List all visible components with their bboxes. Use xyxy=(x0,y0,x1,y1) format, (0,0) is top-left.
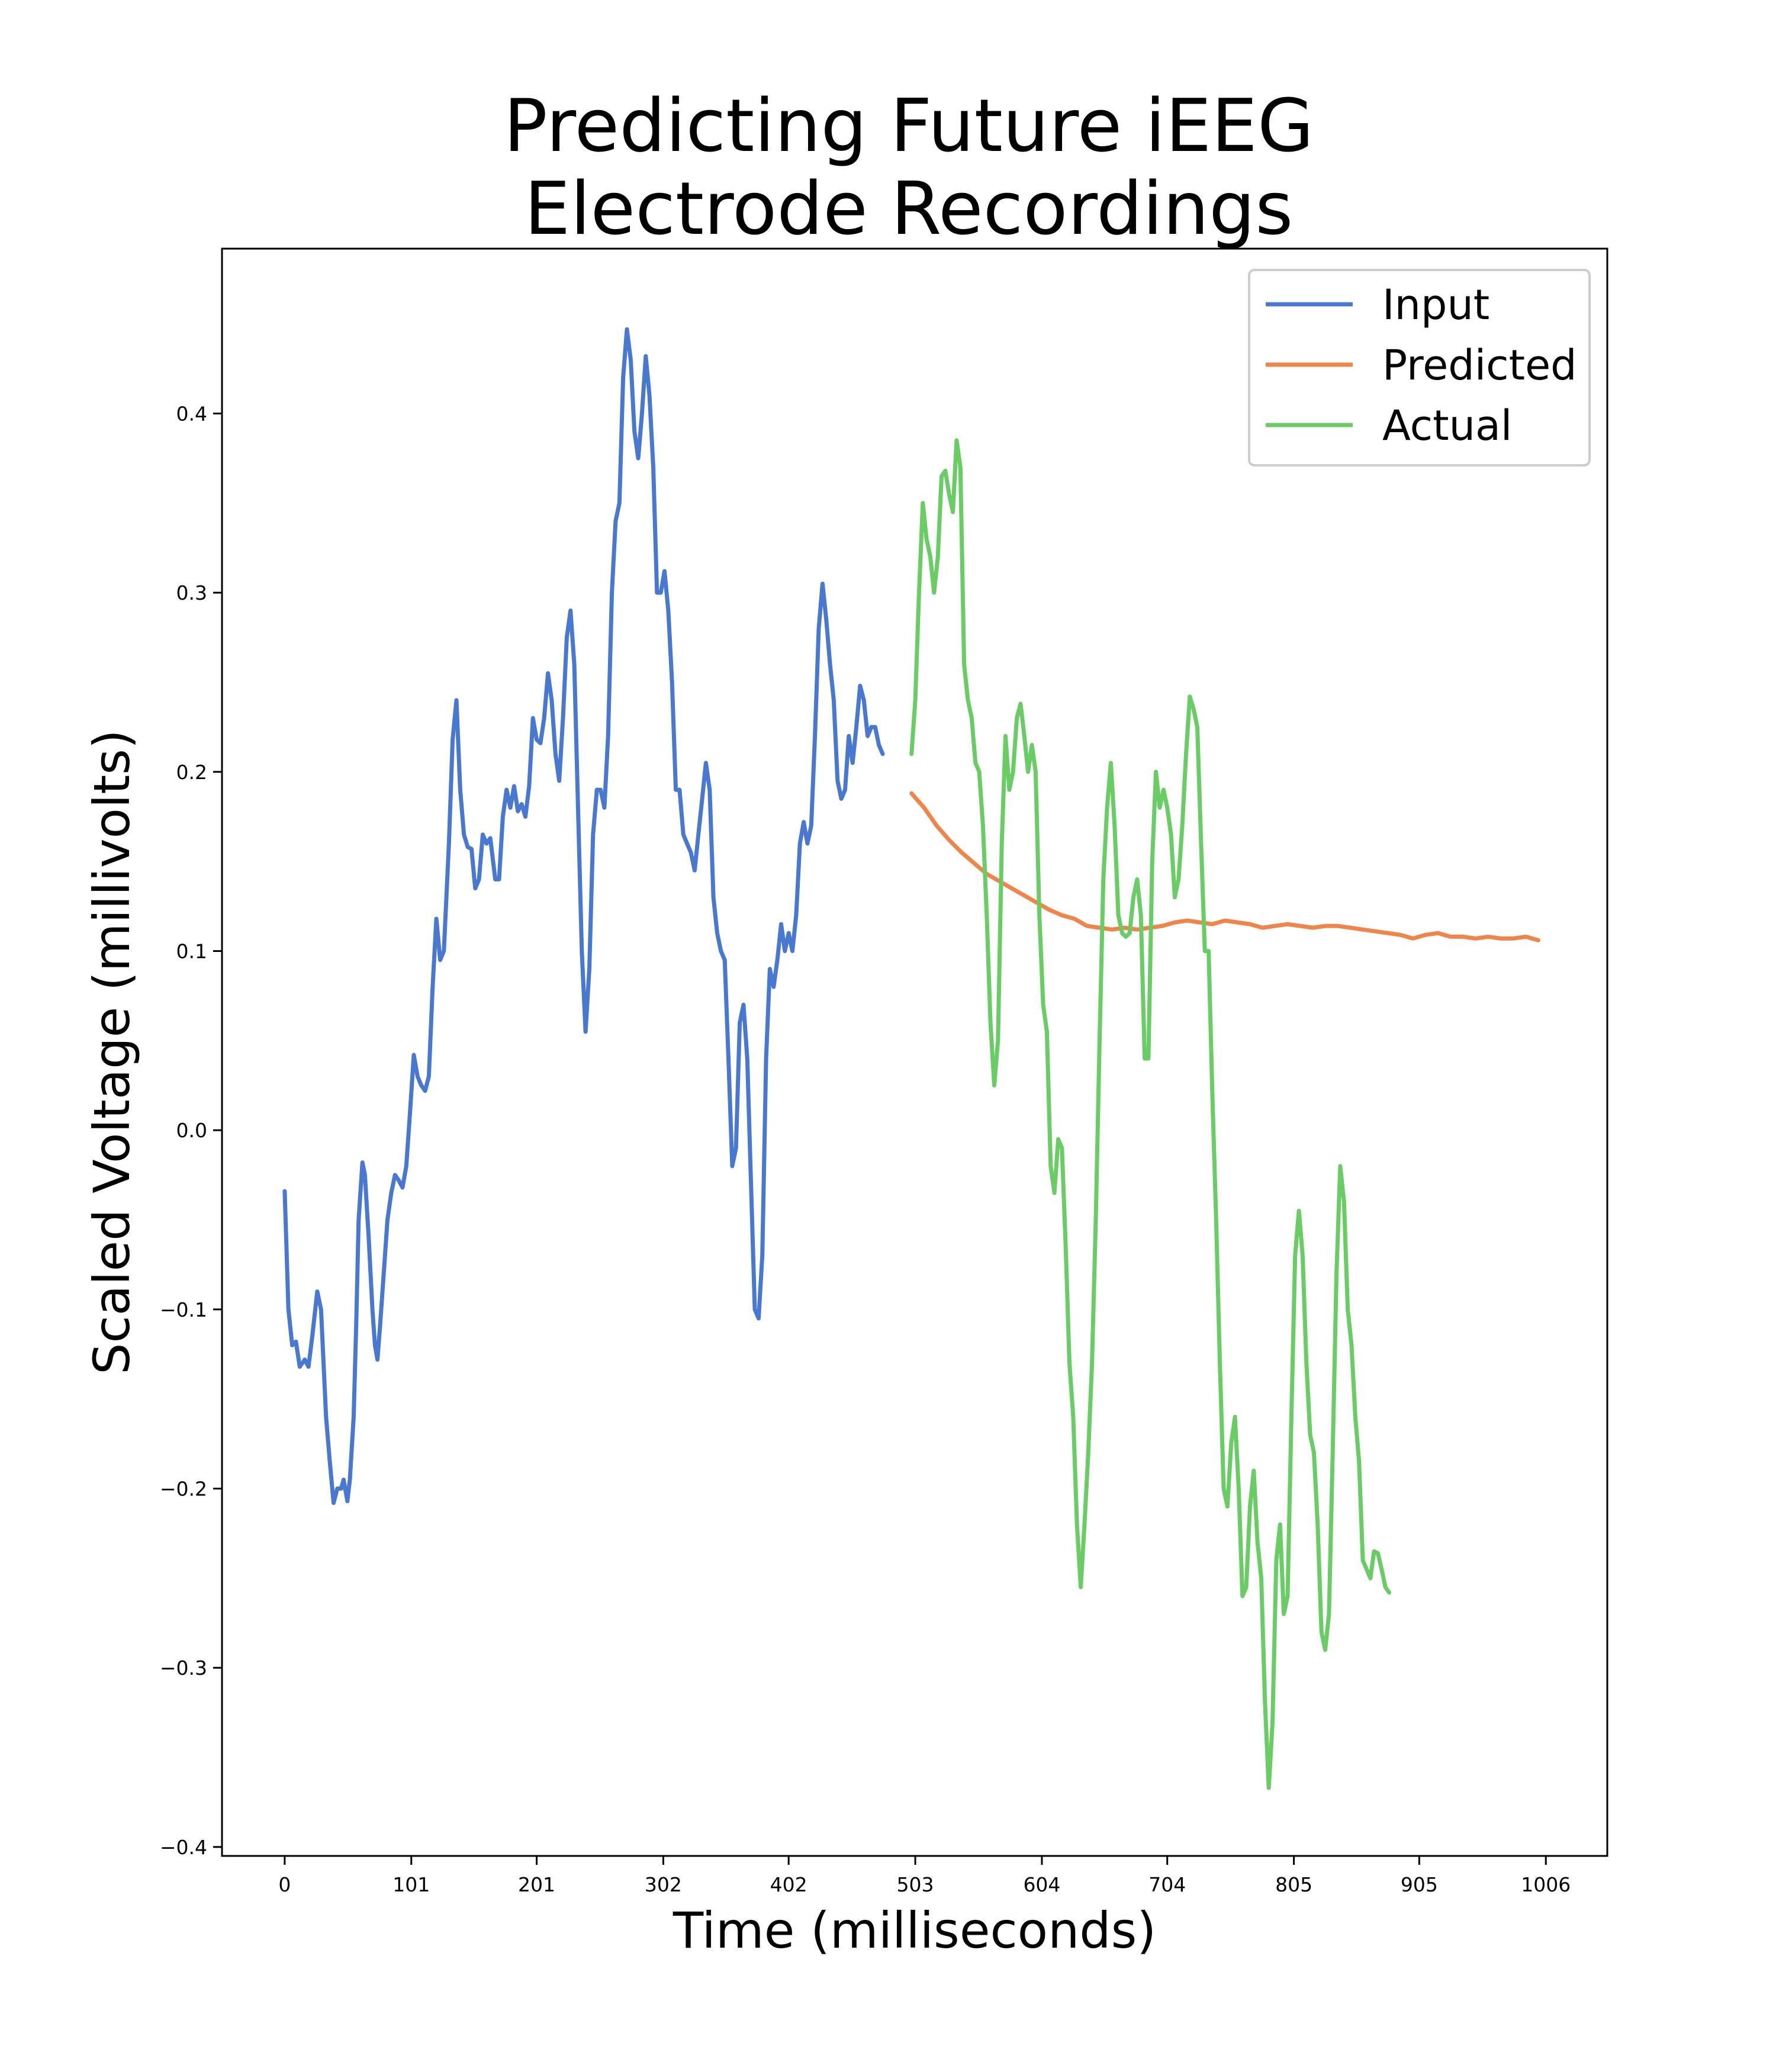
series-line-predicted xyxy=(909,791,1540,942)
chart-title-line-1: Predicting Future iEEG xyxy=(504,84,1314,169)
y-tick-label: 0.1 xyxy=(176,940,207,963)
x-tick-label: 905 xyxy=(1401,1873,1438,1896)
y-tick-label: −0.1 xyxy=(160,1298,207,1321)
y-tick-label: 0.2 xyxy=(176,761,207,784)
x-tick-label: 1006 xyxy=(1521,1873,1571,1896)
x-tick-label: 604 xyxy=(1023,1873,1060,1896)
x-tick-label: 201 xyxy=(518,1873,555,1896)
y-axis: −0.4 −0.3 −0.2 −0.1 0.0 0.1 0.2 0.3 0.4 xyxy=(160,402,222,1859)
x-tick-label: 805 xyxy=(1275,1873,1312,1896)
x-axis-title: Time (milliseconds) xyxy=(673,1902,1156,1960)
legend-label-input: Input xyxy=(1382,281,1489,329)
x-tick-label: 0 xyxy=(278,1873,291,1896)
y-tick-label: −0.4 xyxy=(160,1836,207,1859)
y-tick-label: −0.3 xyxy=(160,1656,207,1680)
series-line-actual xyxy=(909,438,1391,1790)
chart-title-line-2: Electrode Recordings xyxy=(525,167,1294,252)
x-tick-label: 101 xyxy=(392,1873,430,1896)
series-layer xyxy=(282,327,1540,1790)
y-tick-label: 0.3 xyxy=(176,581,207,604)
series-line-input xyxy=(282,327,885,1505)
x-tick-label: 503 xyxy=(897,1873,934,1896)
x-tick-label: 704 xyxy=(1148,1873,1186,1896)
x-tick-label: 302 xyxy=(645,1873,682,1896)
legend-label-actual: Actual xyxy=(1382,401,1512,450)
x-axis: 0 101 201 302 402 503 604 704 805 905 1006 xyxy=(278,1856,1571,1896)
legend-label-predicted: Predicted xyxy=(1382,341,1577,390)
legend-box xyxy=(1248,269,1591,466)
y-axis-title: Scaled Voltage (millivolts) xyxy=(83,729,141,1375)
y-tick-label: 0.0 xyxy=(176,1119,207,1142)
legend: Input Predicted Actual xyxy=(1248,269,1591,466)
x-tick-label: 402 xyxy=(770,1873,807,1896)
y-tick-label: 0.4 xyxy=(176,402,207,425)
y-tick-label: −0.2 xyxy=(160,1478,207,1501)
